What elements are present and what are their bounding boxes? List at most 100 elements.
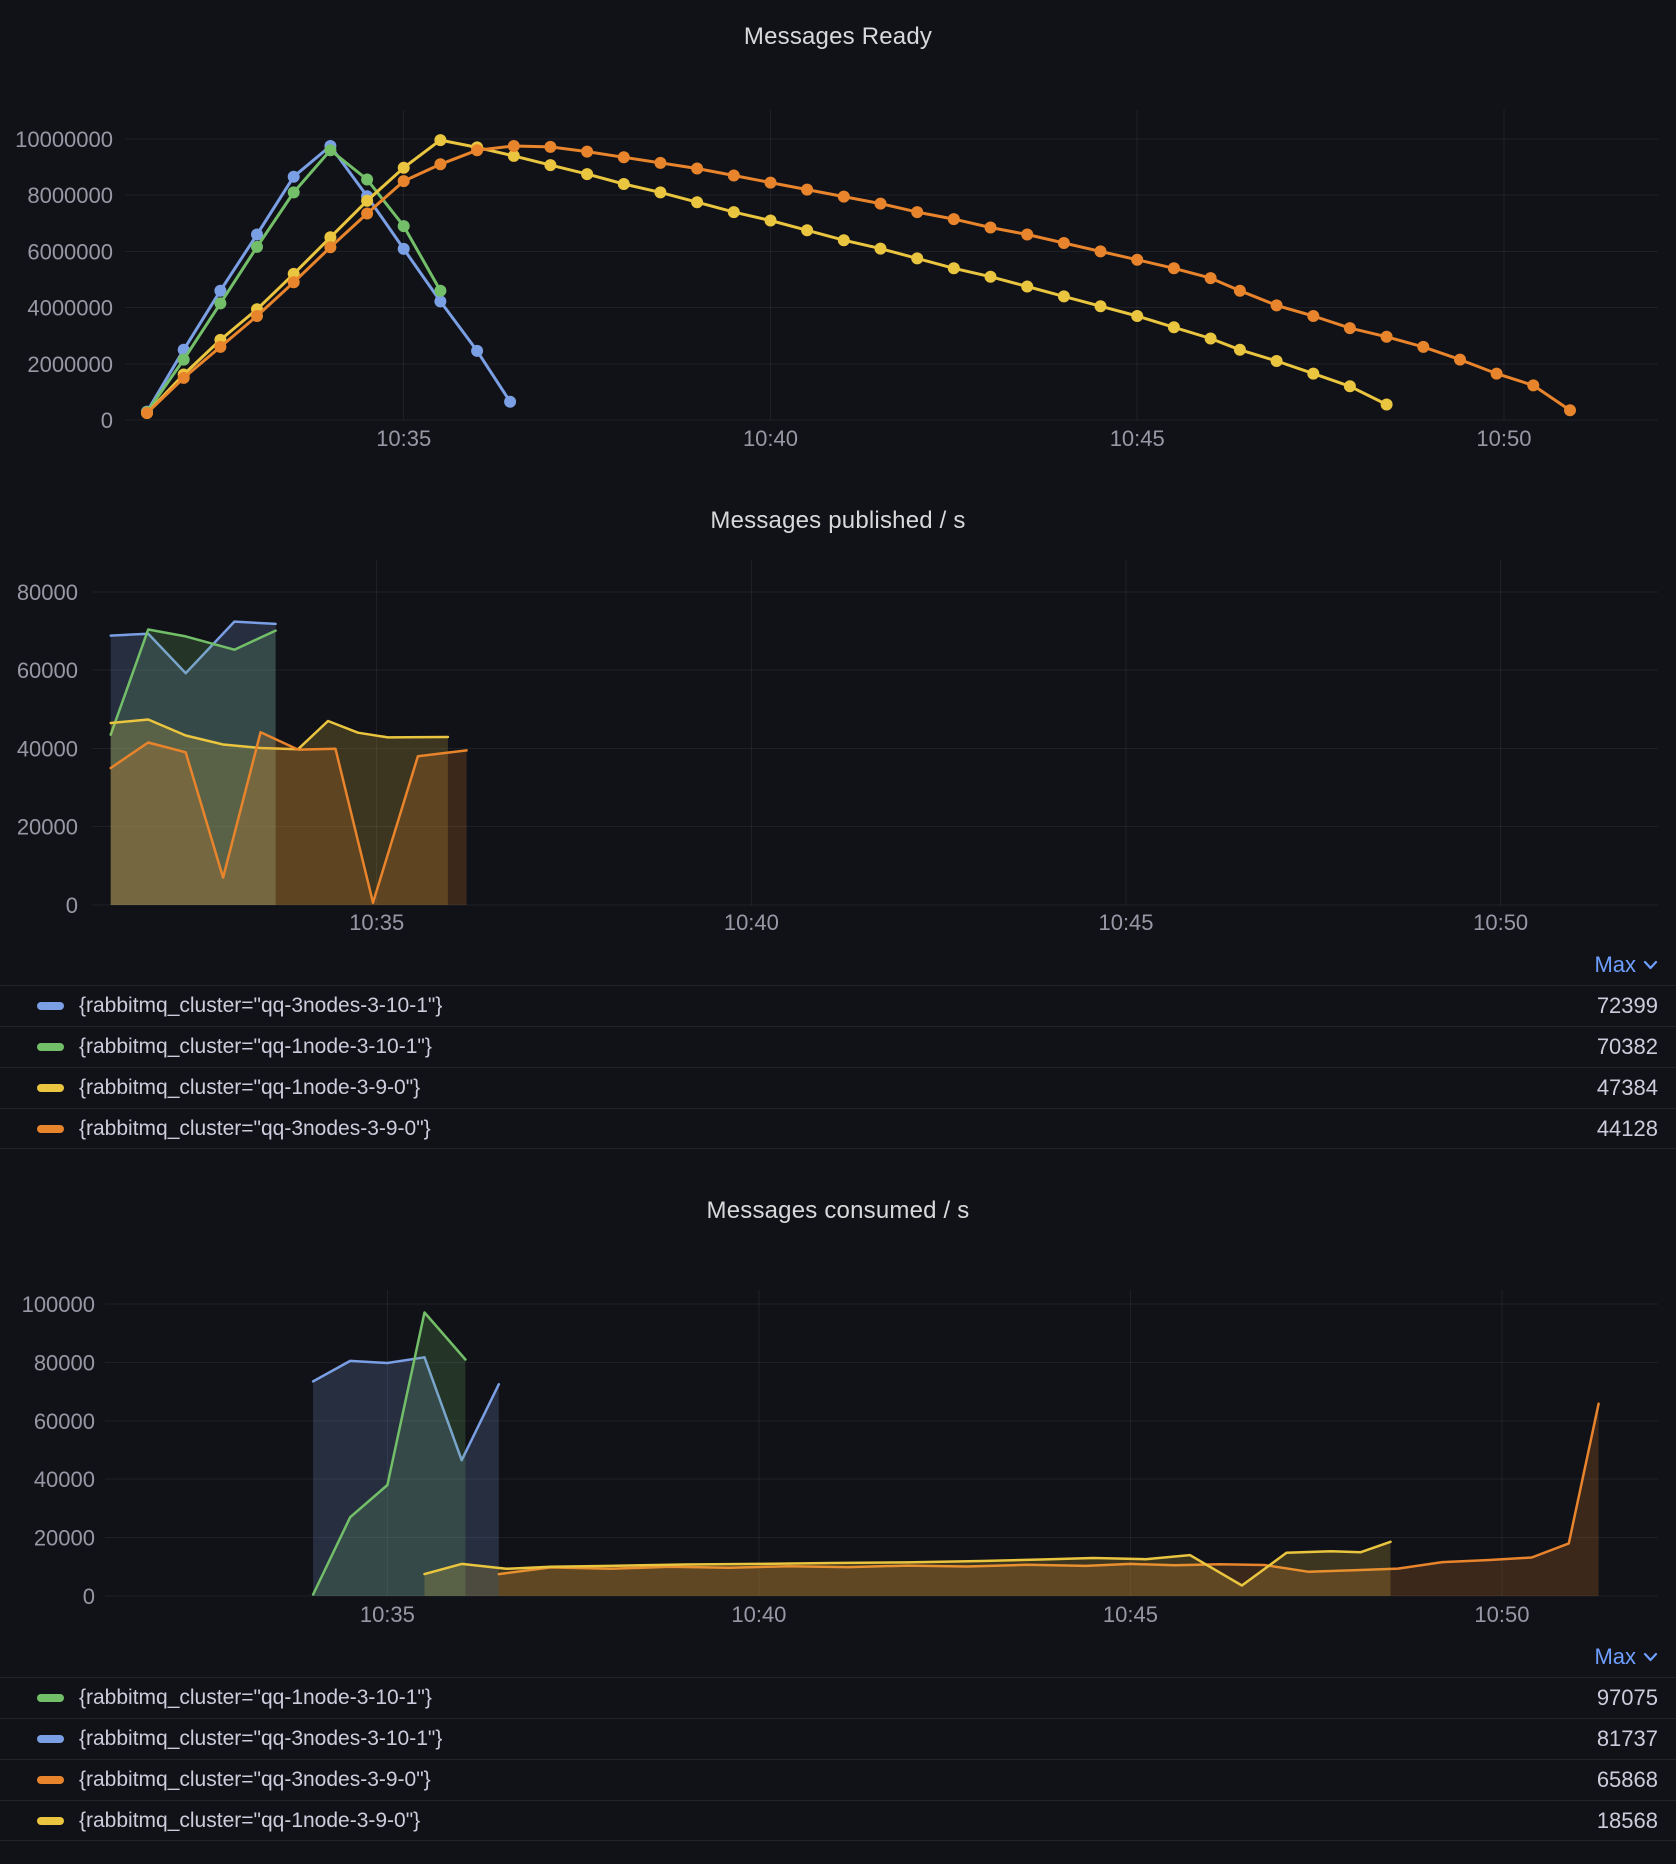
series-line bbox=[311, 1311, 467, 1596]
data-point bbox=[727, 206, 740, 219]
legend-max-value: 18568 bbox=[1596, 1807, 1658, 1833]
data-point bbox=[324, 231, 337, 244]
legend-label[interactable]: {rabbitmq_cluster="qq-1node-3-10-1"} bbox=[79, 1686, 432, 1709]
data-point bbox=[251, 228, 263, 241]
legend-max-value: 44128 bbox=[1596, 1115, 1658, 1141]
legend-swatch bbox=[37, 1084, 64, 1092]
data-point bbox=[1380, 330, 1393, 343]
data-point bbox=[911, 206, 924, 219]
series-fill bbox=[313, 1357, 499, 1596]
legend-max-value: 97075 bbox=[1596, 1685, 1658, 1710]
series-line bbox=[311, 1356, 501, 1462]
legend-messages-published: Max {rabbitmq_cluster="qq-3nodes-3-10-1"}… bbox=[0, 945, 1676, 1149]
data-point bbox=[1270, 355, 1283, 367]
x-axis-tick-label: 10:45 bbox=[1110, 426, 1165, 451]
data-point bbox=[1233, 284, 1246, 297]
legend-swatch bbox=[37, 1043, 64, 1051]
data-point bbox=[691, 196, 704, 209]
data-point bbox=[581, 145, 594, 158]
panel-title-messages-ready[interactable]: Messages Ready bbox=[743, 23, 933, 50]
chart-messages-consumed[interactable]: 0 20000 40000 60000 80000 100000 10:35 10:40 10:… bbox=[0, 1100, 1676, 1640]
legend-swatch bbox=[37, 1816, 64, 1825]
data-point bbox=[1527, 379, 1540, 392]
legend-max-value: 72399 bbox=[1596, 993, 1658, 1018]
legend-label[interactable]: {rabbitmq_cluster="qq-1node-3-9-0"} bbox=[79, 1076, 421, 1099]
y-axis-tick-label: 0 bbox=[66, 893, 78, 918]
x-axis-tick-label: 10:45 bbox=[1103, 1602, 1158, 1627]
y-axis-tick-label: 40000 bbox=[17, 736, 78, 761]
data-point bbox=[434, 284, 447, 297]
data-point bbox=[1233, 343, 1246, 356]
legend-label[interactable]: {rabbitmq_cluster="qq-3nodes-3-9-0"} bbox=[79, 1768, 431, 1791]
legend-label[interactable]: {rabbitmq_cluster="qq-3nodes-3-10-1"} bbox=[79, 1727, 443, 1750]
legend-sort-max[interactable]: Max bbox=[1594, 952, 1636, 977]
data-point bbox=[1167, 321, 1180, 334]
grid: 0 2000000 4000000 6000000 8000000 10000000 10:… bbox=[15, 110, 1658, 451]
legend-max-value: 81737 bbox=[1596, 1726, 1658, 1751]
y-axis-tick-label: 80000 bbox=[34, 1350, 95, 1375]
series-{rabbitmq_cluster="qq-3nodes-3-9-0"} bbox=[109, 730, 468, 905]
data-point bbox=[214, 284, 227, 297]
legend-sort-max[interactable]: Max bbox=[1594, 1644, 1636, 1669]
data-point bbox=[361, 207, 374, 220]
data-point bbox=[251, 240, 263, 253]
chart-messages-published[interactable]: 0 20000 40000 60000 80000 10:35 10:40 10:45 10:5… bbox=[0, 470, 1676, 950]
data-point bbox=[324, 144, 337, 157]
data-point bbox=[507, 149, 520, 162]
data-point bbox=[177, 371, 190, 384]
series-fill bbox=[110, 732, 467, 905]
data-point bbox=[361, 173, 374, 186]
data-point bbox=[504, 395, 517, 408]
chevron-down-icon bbox=[1643, 960, 1658, 970]
legend-label[interactable]: {rabbitmq_cluster="qq-1node-3-9-0"} bbox=[79, 1808, 421, 1832]
legend-swatch bbox=[37, 1124, 64, 1133]
legend-max-value: 47384 bbox=[1596, 1075, 1658, 1100]
legend-item: {rabbitmq_cluster="qq-3nodes-3-9-0"} 4412… bbox=[0, 1108, 1676, 1149]
legend-item: {rabbitmq_cluster="qq-3nodes-3-10-1"} 723… bbox=[0, 985, 1676, 1026]
data-point bbox=[911, 252, 924, 265]
legend-item: {rabbitmq_cluster="qq-3nodes-3-10-1"} 817… bbox=[0, 1718, 1676, 1759]
data-point bbox=[727, 169, 740, 182]
legend-item: {rabbitmq_cluster="qq-1node-3-10-1"} 9707… bbox=[0, 1677, 1676, 1718]
data-point bbox=[1131, 310, 1144, 322]
y-axis-tick-label: 6000000 bbox=[27, 239, 113, 264]
data-point bbox=[1094, 245, 1107, 258]
data-point bbox=[1564, 404, 1576, 417]
data-point bbox=[837, 234, 850, 247]
x-axis-tick-label: 10:50 bbox=[1474, 1602, 1529, 1627]
data-point bbox=[1204, 332, 1217, 345]
y-axis-tick-label: 0 bbox=[83, 1584, 95, 1609]
panel-title-messages-published[interactable]: Messages published / s bbox=[710, 507, 966, 534]
data-point bbox=[251, 310, 263, 322]
data-point bbox=[691, 162, 704, 175]
series-fill bbox=[110, 719, 448, 905]
data-point bbox=[1307, 367, 1320, 380]
chart-messages-ready[interactable]: 0 2000000 4000000 6000000 8000000 10000000 10:… bbox=[0, 0, 1676, 470]
data-point bbox=[1454, 353, 1466, 366]
y-axis-tick-label: 4000000 bbox=[27, 296, 113, 321]
data-point bbox=[397, 242, 410, 255]
series-{rabbitmq_cluster="qq-1node-3-9-0"} bbox=[141, 134, 1393, 419]
legend-swatch bbox=[37, 1735, 64, 1743]
y-axis-tick-label: 8000000 bbox=[27, 183, 113, 208]
data-point bbox=[654, 186, 667, 199]
legend-label[interactable]: {rabbitmq_cluster="qq-3nodes-3-10-1"} bbox=[79, 994, 443, 1017]
x-axis-tick-label: 10:40 bbox=[731, 1602, 786, 1627]
data-point bbox=[984, 221, 997, 234]
data-point bbox=[1417, 340, 1430, 353]
data-point bbox=[507, 140, 520, 152]
data-point bbox=[434, 134, 447, 147]
panel-title-messages-consumed[interactable]: Messages consumed / s bbox=[706, 1197, 970, 1224]
data-point bbox=[361, 194, 374, 207]
data-point bbox=[1057, 237, 1070, 249]
data-point bbox=[141, 407, 153, 419]
data-point bbox=[324, 241, 337, 254]
y-axis-tick-label: 10000000 bbox=[15, 127, 113, 152]
series-line bbox=[109, 730, 468, 904]
data-point bbox=[801, 183, 814, 196]
data-point bbox=[397, 220, 410, 233]
x-axis-tick-label: 10:45 bbox=[1098, 910, 1153, 935]
legend-label[interactable]: {rabbitmq_cluster="qq-1node-3-10-1"} bbox=[79, 1035, 432, 1058]
series-line bbox=[109, 620, 277, 675]
series-fill bbox=[313, 1312, 466, 1596]
